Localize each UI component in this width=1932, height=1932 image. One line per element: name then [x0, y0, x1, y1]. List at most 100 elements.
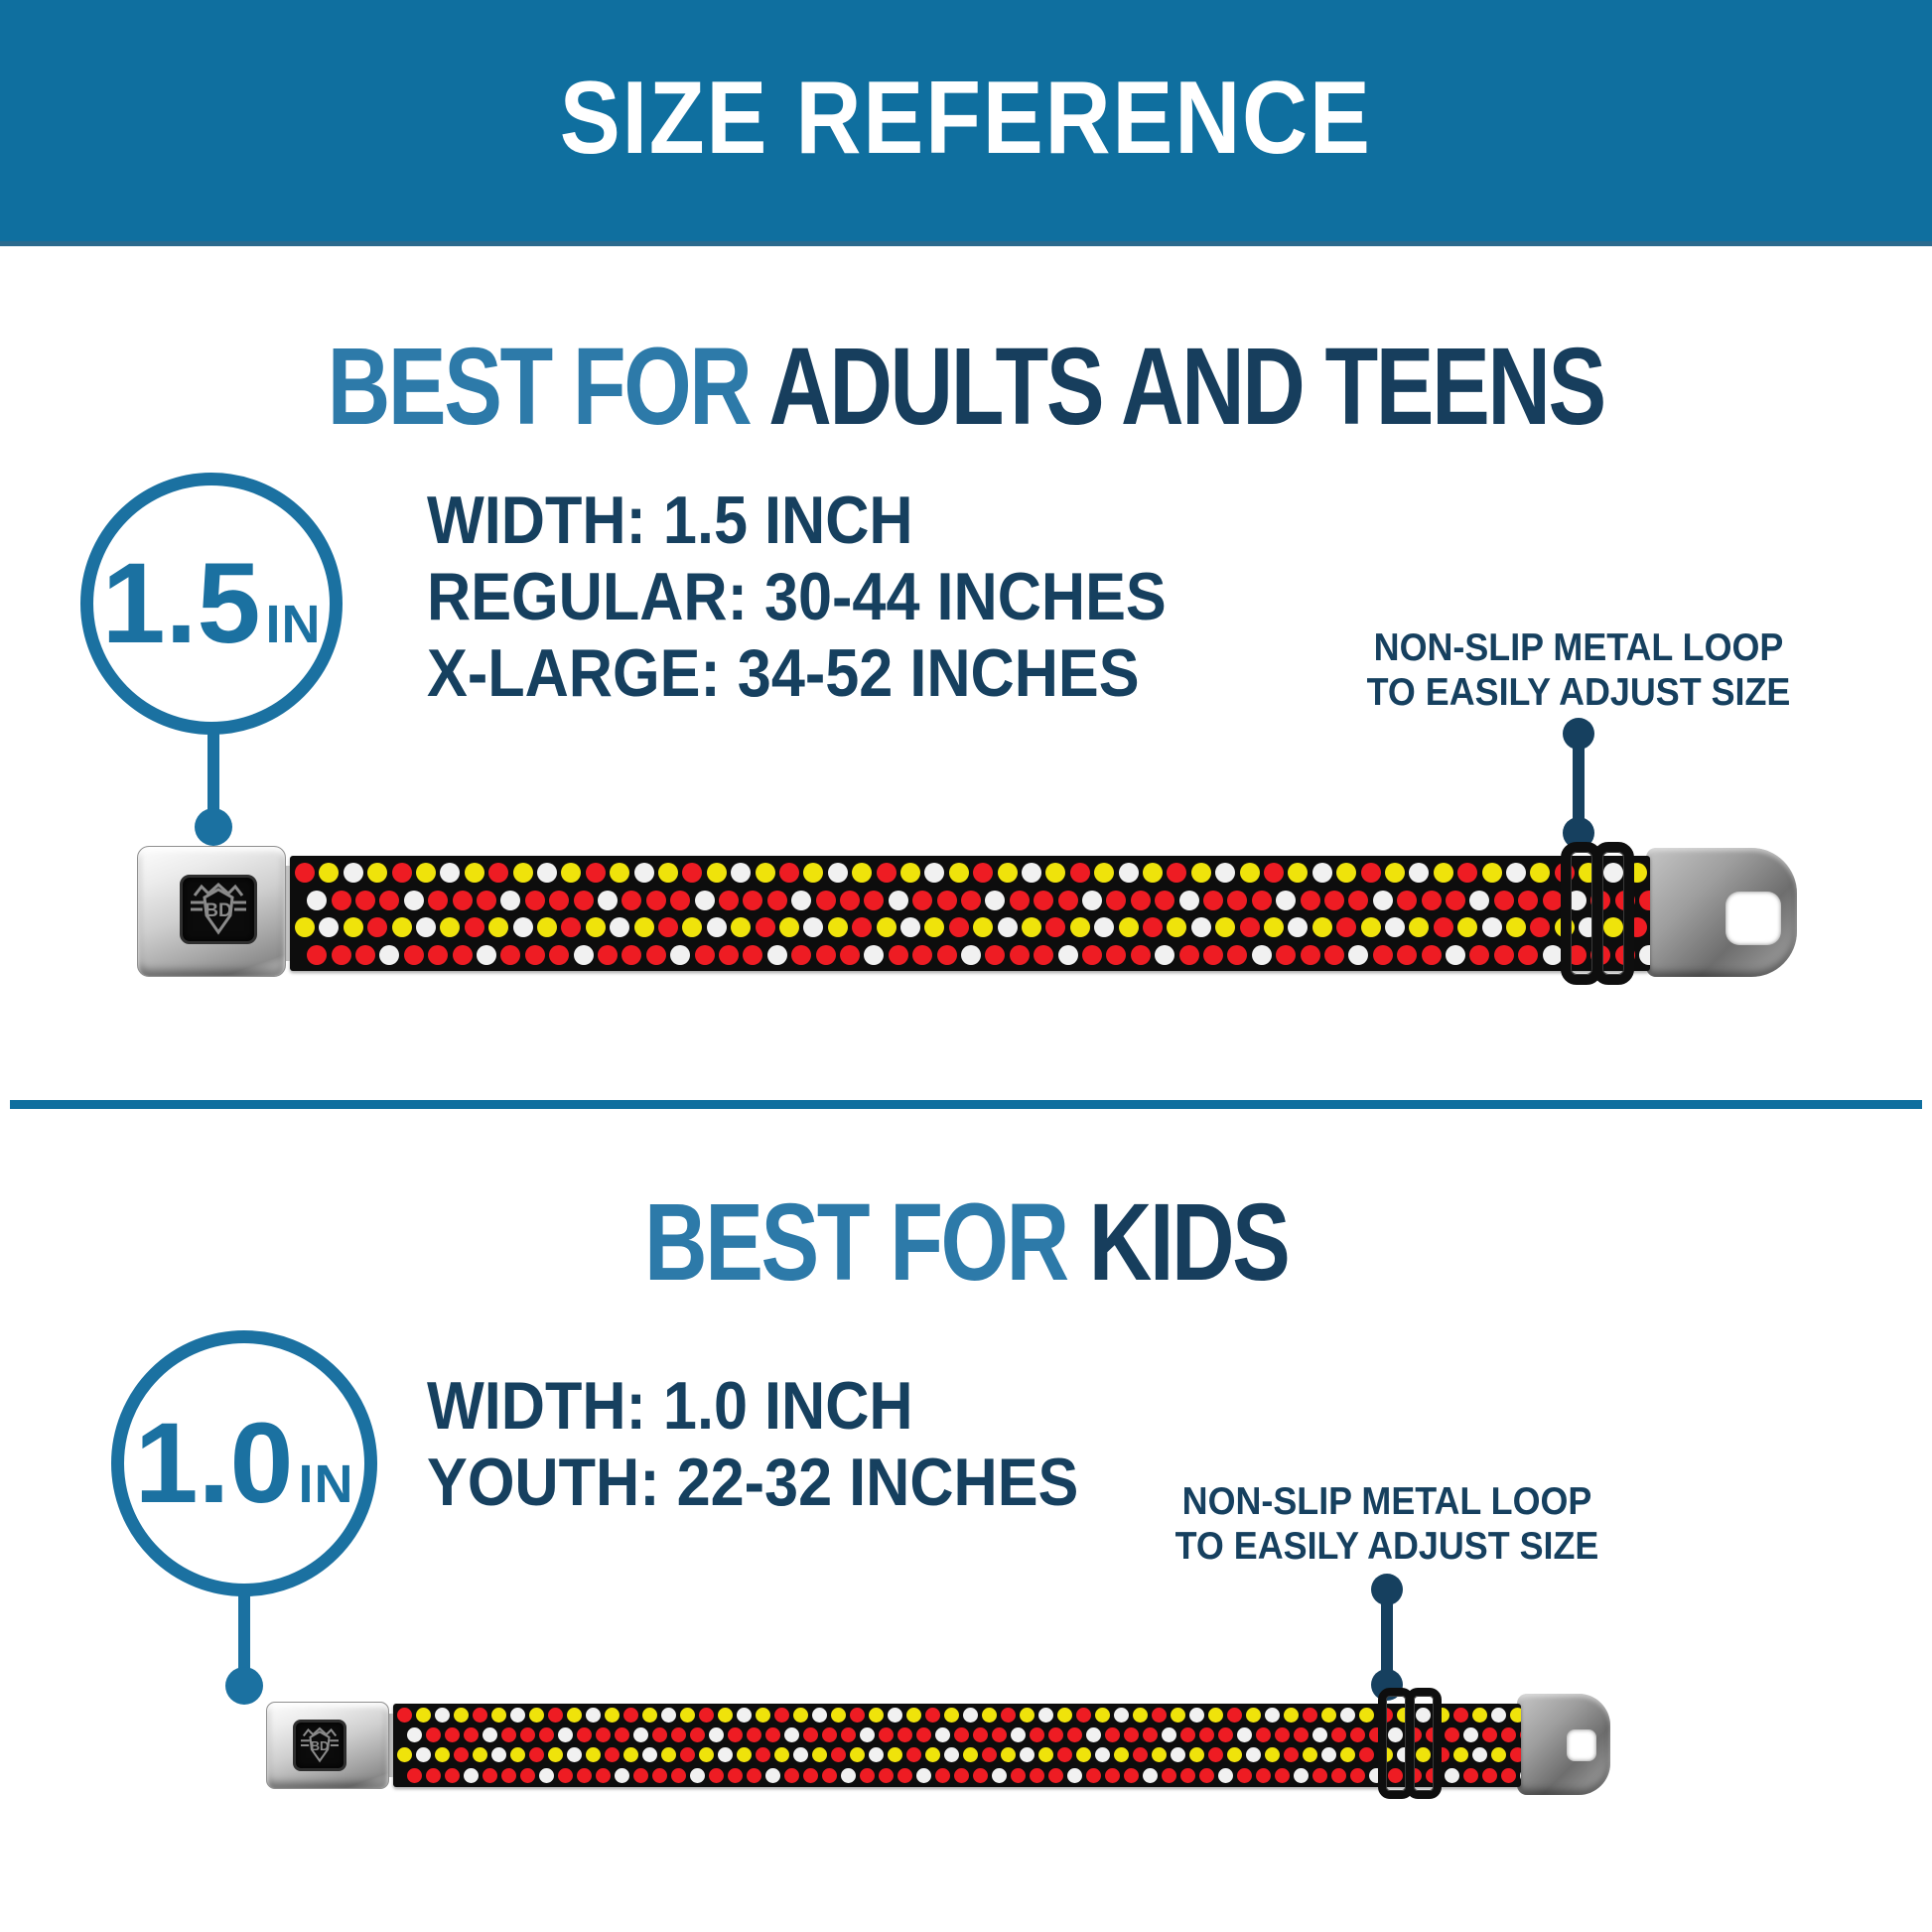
- webbing-dot: [645, 944, 666, 965]
- webbing-dot: [764, 1727, 780, 1743]
- webbing-dot: [529, 1708, 544, 1723]
- webbing-dot: [512, 917, 533, 938]
- webbing-dot: [1227, 1708, 1242, 1723]
- section-heading-adults: BEST FOR ADULTS AND TEENS: [0, 324, 1932, 450]
- webbing-dot: [670, 1727, 686, 1743]
- width-badge-text: 1.0 IN: [135, 1398, 354, 1529]
- webbing-dot: [961, 890, 981, 910]
- webbing-dot: [488, 917, 509, 938]
- webbing-dot: [840, 890, 860, 910]
- webbing-dot: [793, 1747, 808, 1763]
- webbing-dot: [680, 1708, 695, 1723]
- webbing-dot: [1171, 1747, 1185, 1763]
- webbing-dot: [1022, 863, 1041, 883]
- webbing-dot: [623, 1747, 638, 1763]
- webbing-dot: [642, 1708, 657, 1723]
- webbing-dot: [557, 1727, 573, 1743]
- webbing-dot: [1264, 863, 1284, 883]
- webbing-dot: [803, 917, 824, 938]
- webbing-dot: [406, 1767, 422, 1783]
- webbing-dot: [331, 890, 351, 910]
- webbing-dot: [869, 1747, 884, 1763]
- webbing-dot: [1493, 944, 1514, 965]
- webbing-dot: [1203, 944, 1223, 965]
- width-unit: IN: [265, 595, 322, 654]
- webbing-dot: [915, 1767, 931, 1783]
- webbing-dot: [764, 1767, 780, 1783]
- webbing-dot: [755, 917, 775, 938]
- webbing-dot: [1491, 1708, 1506, 1723]
- webbing-dot: [444, 1767, 460, 1783]
- webbing-dot: [1251, 890, 1272, 910]
- webbing-dot: [743, 944, 763, 965]
- webbing-dot: [1020, 1708, 1035, 1723]
- webbing-dot: [821, 1767, 837, 1783]
- webbing-dot: [435, 1747, 450, 1763]
- webbing-dot: [473, 1708, 487, 1723]
- webbing-dot: [1152, 1747, 1167, 1763]
- webbing-dot: [1340, 1747, 1355, 1763]
- belt-metal-tip-adults: [1646, 848, 1797, 977]
- webbing-dot: [670, 944, 691, 965]
- webbing-dot: [1336, 917, 1357, 938]
- webbing-dot: [719, 890, 739, 910]
- webbing-dot: [1457, 917, 1478, 938]
- webbing-dot: [973, 917, 994, 938]
- webbing-dot: [1311, 1727, 1327, 1743]
- webbing-dot: [953, 1727, 969, 1743]
- webbing-dot: [1372, 890, 1393, 910]
- webbing-dot: [397, 1747, 412, 1763]
- webbing-dot: [1236, 1767, 1252, 1783]
- webbing-dot: [1066, 1727, 1082, 1743]
- webbing-dot: [1639, 890, 1650, 910]
- webbing-dot: [510, 1747, 525, 1763]
- webbing-dot: [425, 1727, 441, 1743]
- webbing-dot: [1385, 917, 1405, 938]
- webbing-dot: [743, 890, 763, 910]
- webbing-dot: [428, 890, 449, 910]
- webbing-dot: [512, 863, 533, 883]
- webbing-dot: [1330, 1727, 1346, 1743]
- webbing-dot: [991, 1727, 1007, 1743]
- webbing-dot: [689, 1767, 705, 1783]
- webbing-dot: [718, 1747, 733, 1763]
- webbing-dot: [1481, 917, 1502, 938]
- webbing-dot: [1095, 1747, 1110, 1763]
- webbing-dot: [906, 1747, 921, 1763]
- webbing-dot: [482, 1767, 497, 1783]
- badge-pointer-dot: [225, 1667, 263, 1705]
- webbing-dot: [1123, 1727, 1139, 1743]
- webbing-dot: [576, 1727, 592, 1743]
- webbing-dot: [1409, 917, 1430, 938]
- webbing-dot: [1421, 944, 1442, 965]
- webbing-dot: [428, 944, 449, 965]
- tip-hole: [1725, 892, 1781, 945]
- webbing-dot: [973, 863, 994, 883]
- specs-adults: WIDTH: 1.5 INCH REGULAR: 30-44 INCHES X-…: [427, 483, 1249, 712]
- webbing-dot: [670, 1767, 686, 1783]
- webbing-dot: [1069, 863, 1090, 883]
- webbing-dot: [1095, 1708, 1110, 1723]
- webbing-dot: [925, 1708, 940, 1723]
- webbing-dot: [850, 1747, 865, 1763]
- webbing-dot: [1239, 863, 1260, 883]
- webbing-dot: [1293, 1767, 1309, 1783]
- webbing-dot: [1421, 890, 1442, 910]
- webbing-dot: [651, 1767, 667, 1783]
- webbing-dot: [670, 890, 691, 910]
- webbing-dot: [632, 1767, 648, 1783]
- webbing-dot: [1433, 917, 1453, 938]
- webbing-dot: [944, 1747, 959, 1763]
- callout-line1: NON-SLIP METAL LOOP: [1181, 1480, 1592, 1523]
- webbing-dot: [367, 917, 388, 938]
- webbing-dot: [869, 1708, 884, 1723]
- webbing-dot: [1349, 1727, 1365, 1743]
- webbing-dot: [900, 863, 920, 883]
- webbing-dot: [1519, 1767, 1521, 1783]
- webbing-dot: [779, 863, 799, 883]
- webbing-dot: [500, 1767, 516, 1783]
- belt-webbing-adults: [290, 856, 1650, 971]
- webbing-dot: [1300, 890, 1320, 910]
- webbing-dot: [355, 890, 375, 910]
- webbing-dot: [912, 890, 933, 910]
